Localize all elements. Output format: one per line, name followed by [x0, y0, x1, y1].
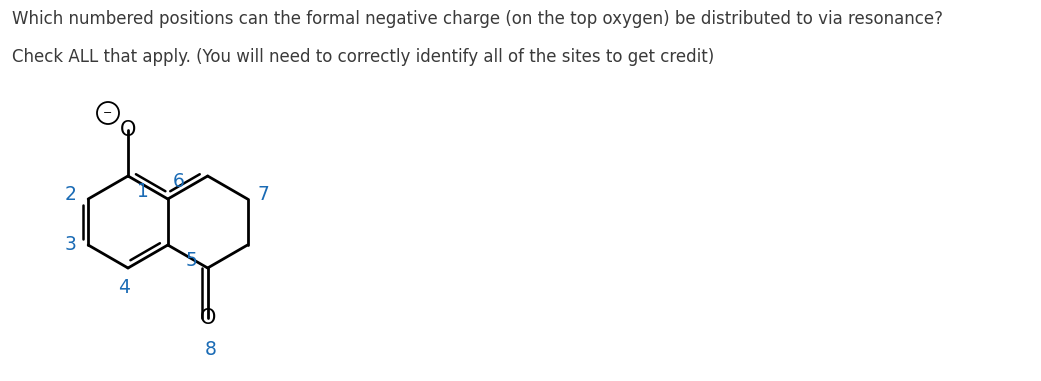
Text: −: −: [103, 108, 112, 118]
Text: 3: 3: [65, 235, 76, 255]
Text: 7: 7: [257, 186, 270, 205]
Text: 6: 6: [173, 172, 184, 191]
Text: 5: 5: [185, 250, 198, 269]
Text: 8: 8: [205, 340, 217, 359]
Text: 2: 2: [65, 186, 76, 205]
Text: O: O: [200, 308, 215, 328]
Text: Which numbered positions can the formal negative charge (on the top oxygen) be d: Which numbered positions can the formal …: [12, 10, 943, 28]
Text: 4: 4: [118, 278, 130, 297]
Text: O: O: [120, 120, 136, 140]
Text: 1: 1: [137, 182, 149, 201]
Text: Check ALL that apply. (You will need to correctly identify all of the sites to g: Check ALL that apply. (You will need to …: [12, 48, 714, 66]
